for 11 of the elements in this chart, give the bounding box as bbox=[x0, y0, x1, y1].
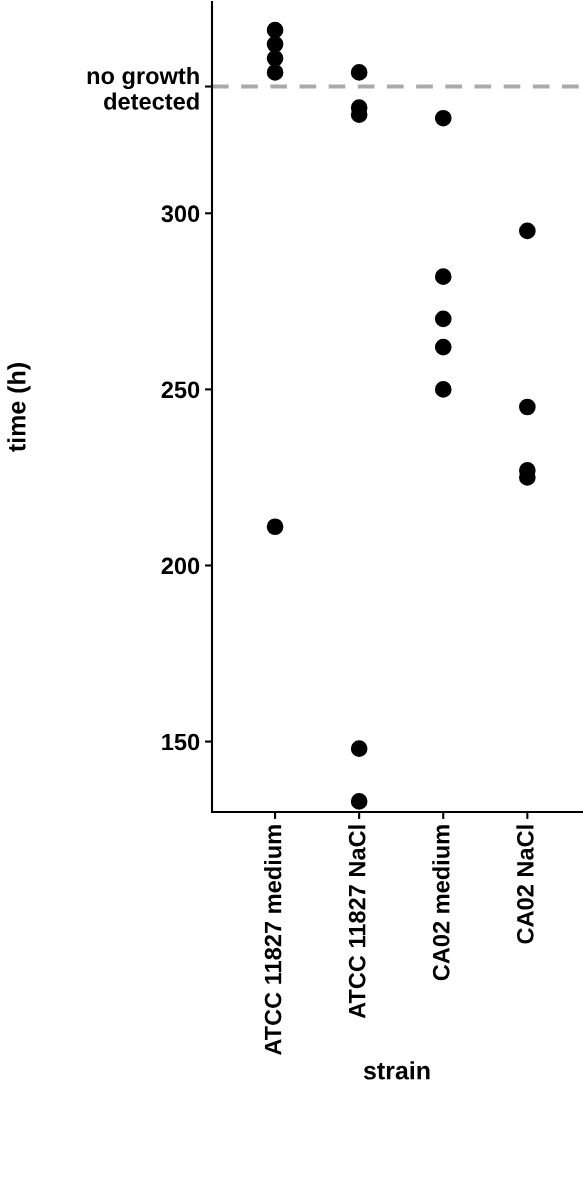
y-tick-label: 250 bbox=[161, 381, 200, 399]
y-tick-label: 300 bbox=[161, 205, 200, 223]
y-tick-label: 150 bbox=[162, 733, 200, 751]
y-axis-title: time (h) bbox=[7, 363, 31, 452]
x-tick-label: CA02 NaCl bbox=[516, 825, 534, 944]
y-tick-label: 200 bbox=[161, 557, 200, 575]
x-tick-label: ATCC 11827 NaCl bbox=[348, 825, 366, 1019]
x-tick-label: ATCC 11827 medium bbox=[264, 825, 282, 1056]
y-tick-label: no growth detected bbox=[87, 66, 199, 110]
x-tick-label: CA02 medium bbox=[432, 825, 450, 981]
x-axis-title: strain bbox=[363, 1061, 430, 1080]
